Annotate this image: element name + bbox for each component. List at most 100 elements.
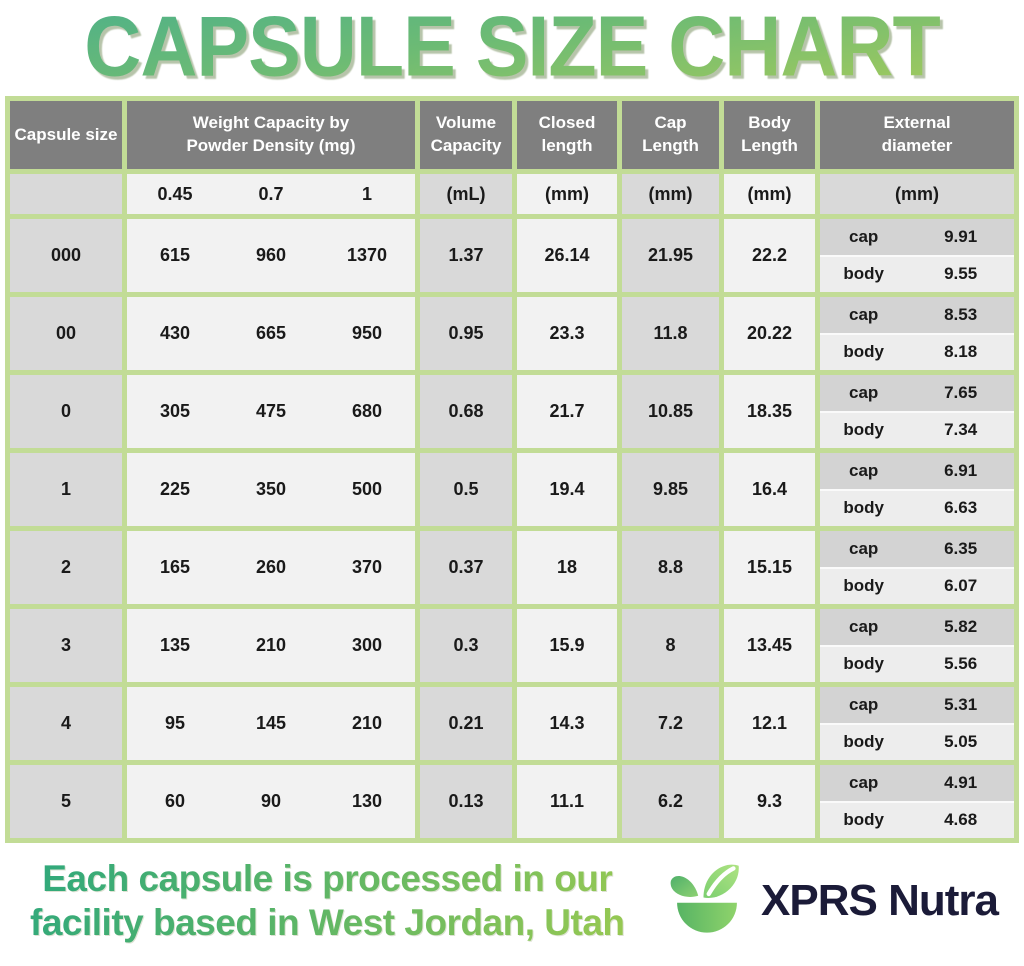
weight-capacity-cell: 60 90 130	[127, 765, 415, 838]
weight-at-1: 680	[351, 401, 383, 421]
weight-at-0.45: 305	[159, 401, 191, 421]
body-length-cell: 12.1	[724, 687, 815, 760]
weight-at-1: 370	[351, 557, 383, 577]
external-body-row: body 6.63	[820, 490, 1014, 526]
table-header-row: Capsule size Weight Capacity by Powder D…	[10, 101, 1014, 169]
weight-at-1: 300	[351, 635, 383, 655]
closed-length-cell: 15.9	[517, 609, 617, 682]
closed-length-cell: 14.3	[517, 687, 617, 760]
body-length-cell: 20.22	[724, 297, 815, 370]
external-body-value: 8.18	[944, 342, 978, 362]
weight-capacity-cell: 165 260 370	[127, 531, 415, 604]
capsule-size-table: Capsule size Weight Capacity by Powder D…	[5, 96, 1019, 843]
external-body-row: body 7.34	[820, 412, 1014, 448]
external-diameter-cell: cap 9.91 body 9.55	[820, 219, 1014, 292]
external-cap-value: 6.35	[944, 538, 978, 558]
volume-capacity-cell: 0.37	[420, 531, 512, 604]
external-diameter-cell: cap 6.91 body 6.63	[820, 453, 1014, 526]
cap-length-cell: 6.2	[622, 765, 719, 838]
footer: Each capsule is processed in our facilit…	[0, 843, 1024, 945]
external-body-value: 5.56	[944, 654, 978, 674]
weight-capacity-cell: 615 960 1370	[127, 219, 415, 292]
external-cap-row: cap 7.65	[820, 375, 1014, 413]
external-cap-value: 4.91	[944, 772, 978, 792]
header-cap-length: Cap Length	[622, 101, 719, 169]
weight-at-0.45: 430	[159, 323, 191, 343]
units-external: (mm)	[820, 174, 1014, 214]
units-densities: 0.45 0.7 1	[127, 174, 415, 214]
closed-length-cell: 21.7	[517, 375, 617, 448]
units-volume: (mL)	[420, 174, 512, 214]
volume-capacity-cell: 0.21	[420, 687, 512, 760]
weight-at-1: 130	[351, 791, 383, 811]
density-0.45: 0.45	[157, 183, 193, 204]
weight-at-1: 210	[351, 713, 383, 733]
weight-at-1: 1370	[346, 245, 388, 265]
closed-length-cell: 23.3	[517, 297, 617, 370]
weight-capacity-cell: 95 145 210	[127, 687, 415, 760]
weight-at-1: 500	[351, 479, 383, 499]
external-cap-value: 9.91	[944, 226, 978, 246]
header-closed-length: Closed length	[517, 101, 617, 169]
table-row: 1 225 350 500 0.5 19.4 9.85 16.4 cap 6.9…	[10, 453, 1014, 526]
external-cap-row: cap 5.82	[820, 609, 1014, 647]
external-body-label: body	[843, 576, 884, 596]
weight-at-1: 950	[351, 323, 383, 343]
external-body-label: body	[843, 654, 884, 674]
external-cap-label: cap	[849, 694, 879, 714]
capsule-size-cell: 4	[10, 687, 122, 760]
cap-length-cell: 8.8	[622, 531, 719, 604]
cap-length-cell: 11.8	[622, 297, 719, 370]
external-body-row: body 8.18	[820, 334, 1014, 370]
external-cap-label: cap	[849, 538, 879, 558]
volume-capacity-cell: 0.13	[420, 765, 512, 838]
weight-at-0.7: 260	[255, 557, 287, 577]
external-cap-value: 5.82	[944, 616, 978, 636]
header-weight-capacity: Weight Capacity by Powder Density (mg)	[127, 101, 415, 169]
external-body-label: body	[843, 264, 884, 284]
capsule-size-cell: 2	[10, 531, 122, 604]
footer-tagline: Each capsule is processed in our facilit…	[30, 857, 625, 944]
external-body-row: body 4.68	[820, 802, 1014, 838]
units-closed: (mm)	[517, 174, 617, 214]
body-length-cell: 15.15	[724, 531, 815, 604]
body-length-cell: 9.3	[724, 765, 815, 838]
table-units-row: 0.45 0.7 1 (mL) (mm) (mm) (mm) (mm)	[10, 174, 1014, 214]
weight-at-0.45: 225	[159, 479, 191, 499]
capsule-size-cell: 000	[10, 219, 122, 292]
density-1: 1	[361, 183, 372, 204]
external-diameter-cell: cap 4.91 body 4.68	[820, 765, 1014, 838]
weight-at-0.7: 960	[255, 245, 287, 265]
weight-at-0.45: 165	[159, 557, 191, 577]
external-body-label: body	[843, 810, 884, 830]
body-length-cell: 22.2	[724, 219, 815, 292]
external-cap-row: cap 4.91	[820, 765, 1014, 803]
external-cap-row: cap 8.53	[820, 297, 1014, 335]
mortar-leaf-logo-icon	[670, 864, 739, 933]
external-body-row: body 5.56	[820, 646, 1014, 682]
external-body-row: body 5.05	[820, 724, 1014, 760]
volume-capacity-cell: 1.37	[420, 219, 512, 292]
volume-capacity-cell: 0.5	[420, 453, 512, 526]
closed-length-cell: 11.1	[517, 765, 617, 838]
external-cap-row: cap 9.91	[820, 219, 1014, 257]
table-row: 2 165 260 370 0.37 18 8.8 15.15 cap 6.35…	[10, 531, 1014, 604]
weight-at-0.45: 95	[164, 713, 186, 733]
weight-capacity-cell: 430 665 950	[127, 297, 415, 370]
external-body-value: 6.07	[944, 576, 978, 596]
weight-at-0.45: 60	[164, 791, 186, 811]
external-cap-row: cap 6.91	[820, 453, 1014, 491]
cap-length-cell: 10.85	[622, 375, 719, 448]
brand-lockup: XPRS Nutra	[663, 857, 999, 945]
header-external-diameter: External diameter	[820, 101, 1014, 169]
weight-at-0.7: 210	[255, 635, 287, 655]
header-volume-capacity: Volume Capacity	[420, 101, 512, 169]
external-body-row: body 6.07	[820, 568, 1014, 604]
volume-capacity-cell: 0.68	[420, 375, 512, 448]
weight-at-0.45: 615	[159, 245, 191, 265]
closed-length-cell: 26.14	[517, 219, 617, 292]
table-row: 4 95 145 210 0.21 14.3 7.2 12.1 cap 5.31…	[10, 687, 1014, 760]
external-body-label: body	[843, 498, 884, 518]
density-0.7: 0.7	[258, 183, 284, 204]
brand-name: XPRS Nutra	[761, 876, 999, 925]
